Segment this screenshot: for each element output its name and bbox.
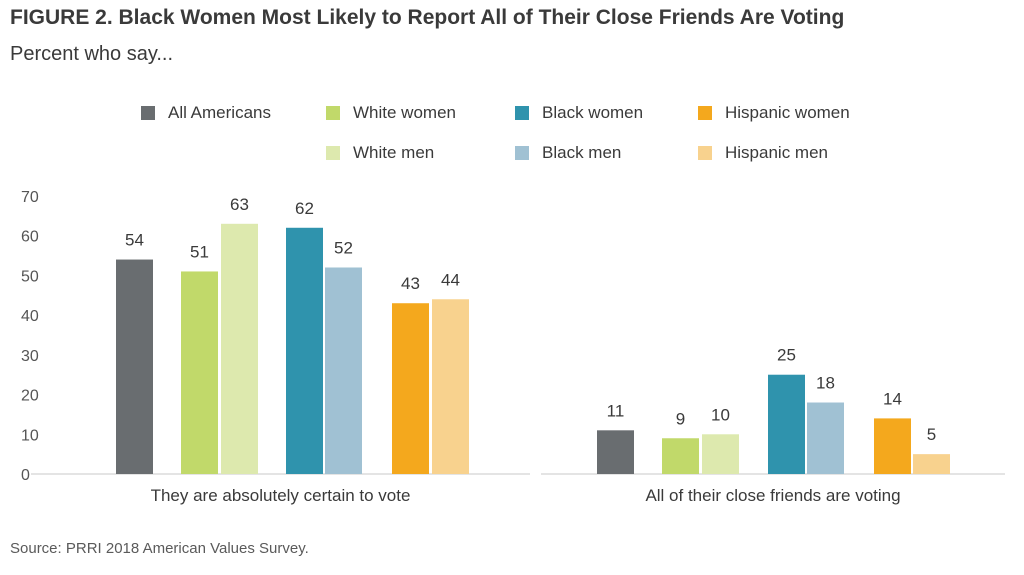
data-label-black-women: 62 xyxy=(295,199,314,218)
bar-hispanic-women xyxy=(392,303,429,474)
category-label: They are absolutely certain to vote xyxy=(151,486,411,505)
data-label-white-men: 10 xyxy=(711,405,730,424)
y-tick-label: 10 xyxy=(21,427,39,444)
bar-white-women xyxy=(181,271,218,474)
data-label-black-men: 52 xyxy=(334,238,353,257)
legend-swatch-all-americans xyxy=(141,106,155,120)
legend-swatch-white-men xyxy=(326,146,340,160)
y-tick-label: 30 xyxy=(21,348,39,365)
data-label-hispanic-men: 5 xyxy=(927,425,936,444)
bar-hispanic-women xyxy=(874,418,911,474)
category-label: All of their close friends are voting xyxy=(645,486,900,505)
chart-subtitle: Percent who say... xyxy=(10,43,174,65)
y-tick-label: 40 xyxy=(21,308,39,325)
y-tick-label: 20 xyxy=(21,388,39,405)
bar-hispanic-men xyxy=(432,299,469,474)
bar-white-women xyxy=(662,438,699,474)
data-label-all-americans: 11 xyxy=(607,401,625,420)
y-tick-label: 60 xyxy=(21,229,39,246)
legend-label-hispanic-men: Hispanic men xyxy=(725,143,828,162)
data-label-all-americans: 54 xyxy=(125,231,144,250)
bar-all-americans xyxy=(116,259,153,474)
y-tick-label: 70 xyxy=(21,189,39,206)
legend-swatch-hispanic-men xyxy=(698,146,712,160)
data-label-black-men: 18 xyxy=(816,374,835,393)
legend-label-black-men: Black men xyxy=(542,143,622,162)
legend-item-white-women: White women xyxy=(326,103,456,123)
bar-all-americans xyxy=(597,430,634,474)
y-tick-label: 50 xyxy=(21,268,39,285)
legend-swatch-hispanic-women xyxy=(698,106,712,120)
bar-black-women xyxy=(286,227,323,474)
data-label-hispanic-women: 43 xyxy=(401,274,420,293)
bar-black-women xyxy=(768,374,805,474)
legend-swatch-black-men xyxy=(515,146,529,160)
bar-white-men xyxy=(221,223,258,474)
y-tick-label: 0 xyxy=(21,467,30,484)
data-label-hispanic-women: 14 xyxy=(883,389,902,408)
legend-label-hispanic-women: Hispanic women xyxy=(725,103,850,122)
legend-label-white-women: White women xyxy=(353,103,456,122)
data-label-white-men: 63 xyxy=(230,195,249,214)
chart-title: FIGURE 2. Black Women Most Likely to Rep… xyxy=(10,6,845,29)
legend-item-black-women: Black women xyxy=(515,103,643,123)
legend-item-black-men: Black men xyxy=(515,143,621,163)
legend-label-white-men: White men xyxy=(353,143,435,162)
bar-white-men xyxy=(702,434,739,474)
bar-hispanic-men xyxy=(913,454,950,474)
data-label-black-women: 25 xyxy=(777,346,796,365)
legend-item-hispanic-women: Hispanic women xyxy=(698,103,850,123)
source-note: Source: PRRI 2018 American Values Survey… xyxy=(10,540,309,557)
legend-swatch-black-women xyxy=(515,106,529,120)
legend-swatch-white-women xyxy=(326,106,340,120)
legend-label-all-americans: All Americans xyxy=(168,103,271,122)
data-label-white-women: 51 xyxy=(190,242,209,261)
legend-item-hispanic-men: Hispanic men xyxy=(698,143,828,163)
data-label-white-women: 9 xyxy=(676,409,685,428)
data-label-hispanic-men: 44 xyxy=(441,270,460,289)
legend-item-white-men: White men xyxy=(326,143,434,163)
legend-label-black-women: Black women xyxy=(542,103,644,122)
legend-item-all-americans: All Americans xyxy=(141,103,271,123)
bar-black-men xyxy=(325,267,362,474)
bar-black-men xyxy=(807,402,844,474)
